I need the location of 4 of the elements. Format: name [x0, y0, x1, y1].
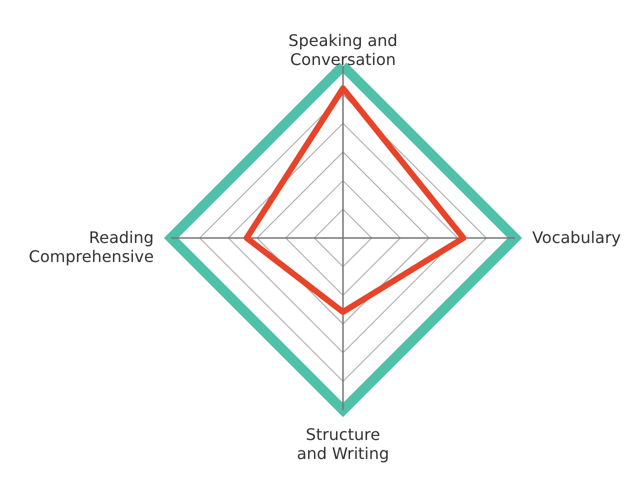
spoke-label: Structure and Writing: [296, 425, 390, 464]
spoke-label: Reading Comprehensive: [28, 228, 154, 266]
spoke-label: Vocabulary: [532, 228, 621, 247]
spoke-label: Speaking and Conversation: [288, 30, 398, 69]
